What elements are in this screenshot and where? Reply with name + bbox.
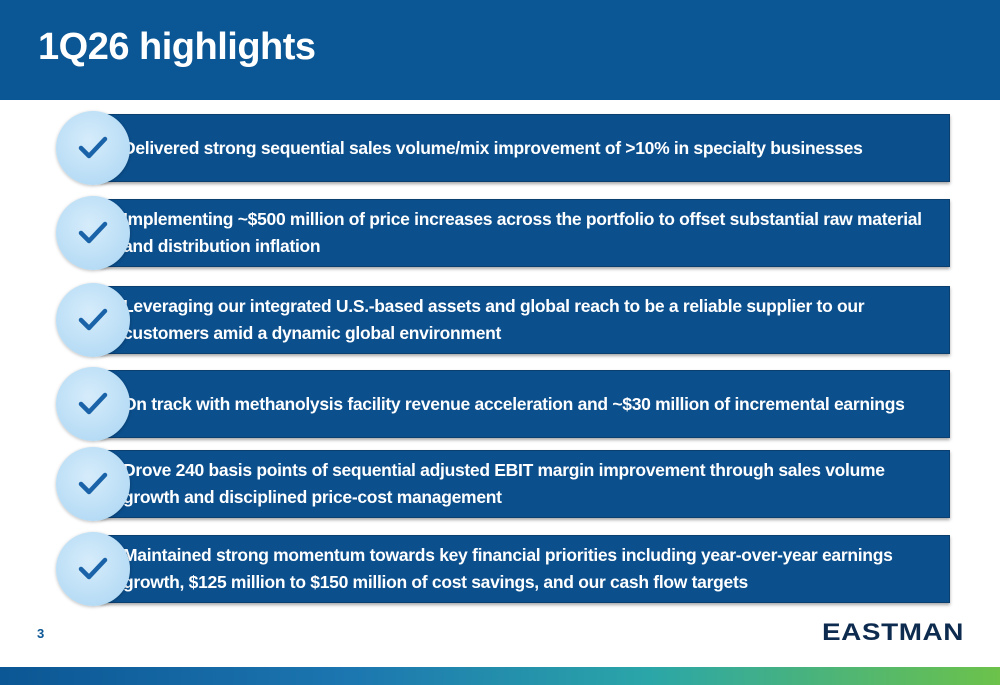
eastman-logo: EASTMAN <box>822 619 964 644</box>
checkmark-icon <box>56 196 130 270</box>
title-banner: 1Q26 highlights <box>0 0 1000 100</box>
highlight-item: Leveraging our integrated U.S.-based ass… <box>56 283 950 357</box>
highlight-text: Drove 240 basis points of sequential adj… <box>123 460 885 507</box>
checkmark-icon <box>56 283 130 357</box>
highlight-bar: Drove 240 basis points of sequential adj… <box>100 450 950 518</box>
highlight-text: Maintained strong momentum towards key f… <box>123 545 893 592</box>
checkmark-icon <box>56 111 130 185</box>
checkmark-icon <box>56 532 130 606</box>
highlight-text: Delivered strong sequential sales volume… <box>123 137 863 158</box>
highlight-bar: Maintained strong momentum towards key f… <box>100 535 950 603</box>
highlight-bar: On track with methanolysis facility reve… <box>100 370 950 438</box>
highlight-bar: Implementing ~$500 million of price incr… <box>100 199 950 267</box>
svg-text:EASTMAN: EASTMAN <box>822 619 964 644</box>
bottom-color-strip <box>0 667 1000 685</box>
highlight-item: Maintained strong momentum towards key f… <box>56 532 950 606</box>
highlight-item: Delivered strong sequential sales volume… <box>56 111 950 185</box>
highlight-bar: Leveraging our integrated U.S.-based ass… <box>100 286 950 354</box>
highlight-text: On track with methanolysis facility reve… <box>123 393 905 414</box>
highlight-text: Implementing ~$500 million of price incr… <box>123 209 922 256</box>
highlight-item: Drove 240 basis points of sequential adj… <box>56 447 950 521</box>
slide-title: 1Q26 highlights <box>38 26 316 68</box>
highlight-text: Leveraging our integrated U.S.-based ass… <box>123 296 865 343</box>
page-number: 3 <box>37 626 45 641</box>
highlight-bar: Delivered strong sequential sales volume… <box>100 114 950 182</box>
checkmark-icon <box>56 447 130 521</box>
checkmark-icon <box>56 367 130 441</box>
highlight-item: On track with methanolysis facility reve… <box>56 367 950 441</box>
highlight-item: Implementing ~$500 million of price incr… <box>56 196 950 270</box>
